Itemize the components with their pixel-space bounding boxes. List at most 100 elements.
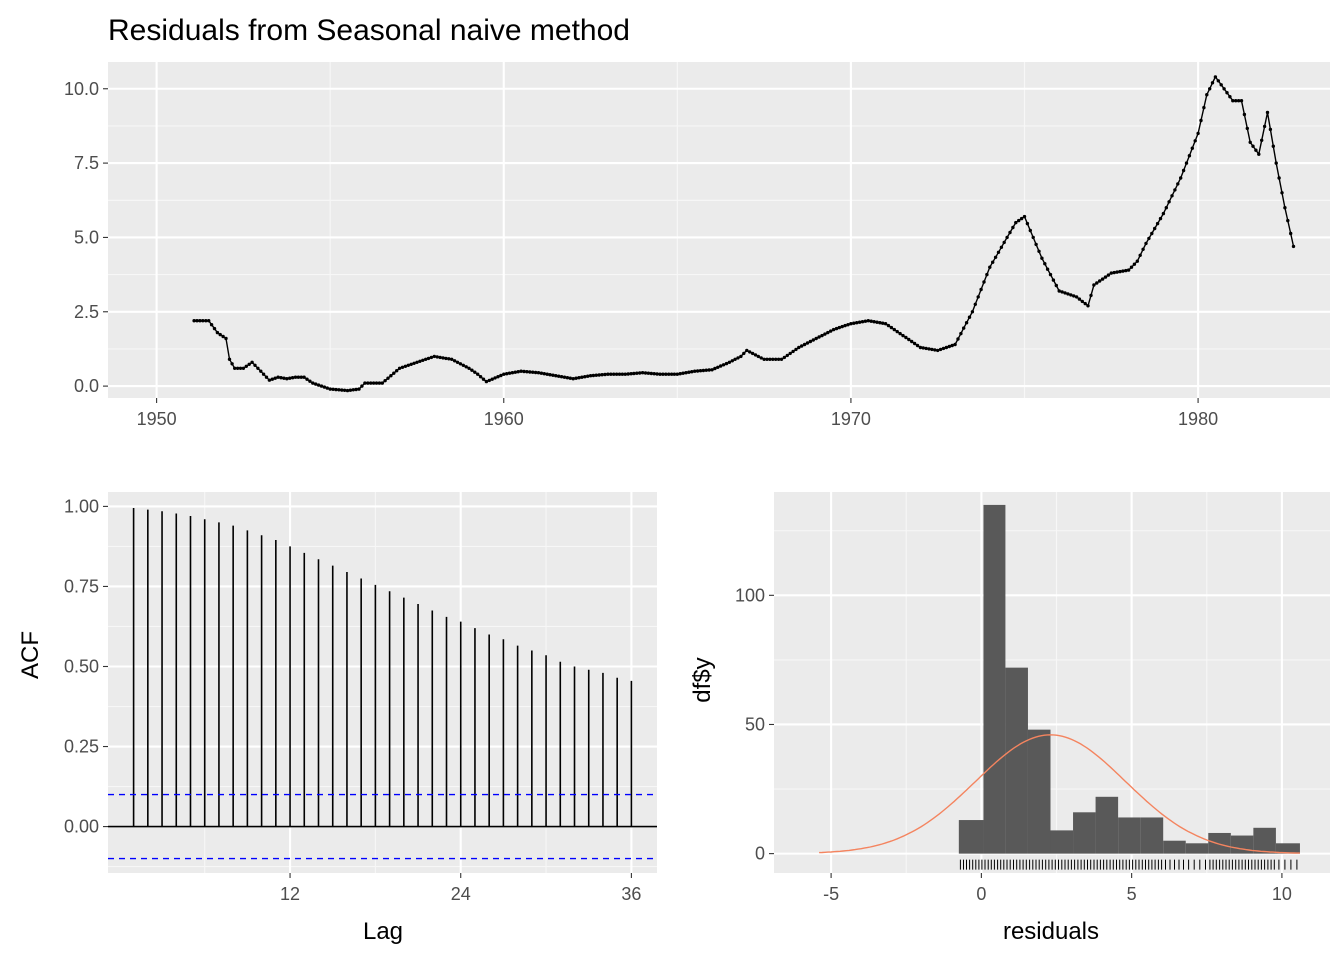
residual-point	[1043, 262, 1047, 266]
residual-point	[1011, 225, 1015, 230]
hist-x-tick-label: 10	[1272, 884, 1292, 904]
residual-point	[1141, 247, 1145, 251]
residual-point	[1254, 148, 1258, 152]
hist-x-tick-label: 5	[1127, 884, 1137, 904]
residual-point	[435, 355, 439, 359]
residual-point	[438, 355, 442, 360]
residual-point	[253, 363, 257, 367]
residual-point	[794, 347, 798, 352]
residual-point	[452, 359, 457, 363]
residual-point	[241, 366, 246, 370]
residual-point	[710, 368, 714, 372]
residual-point	[502, 372, 506, 376]
residual-point	[626, 372, 630, 376]
residual-point	[643, 371, 648, 375]
residual-point	[658, 372, 662, 376]
residual-point	[667, 372, 671, 376]
residual-point	[1248, 140, 1252, 144]
residual-point	[707, 368, 711, 372]
residual-point	[1092, 283, 1096, 287]
residual-point	[406, 363, 410, 367]
residual-point	[1193, 139, 1197, 143]
residual-point	[557, 374, 561, 378]
residual-point	[1251, 144, 1255, 148]
residual-point	[721, 363, 726, 367]
residual-point	[415, 360, 419, 364]
residual-point	[938, 347, 943, 352]
residual-point	[1048, 272, 1053, 277]
residual-point	[612, 372, 616, 376]
residual-point	[701, 368, 706, 373]
residual-point	[635, 371, 639, 375]
residual-point	[296, 375, 301, 379]
residual-point	[1242, 112, 1247, 117]
residual-point	[412, 361, 416, 365]
residual-point	[678, 372, 682, 376]
residual-point	[973, 302, 977, 306]
residual-point	[1280, 191, 1284, 195]
residual-point	[910, 339, 914, 344]
residual-point	[261, 372, 266, 376]
residual-point	[1286, 218, 1290, 223]
residual-point	[762, 357, 766, 361]
residual-point	[1109, 271, 1114, 275]
residual-point	[1216, 79, 1221, 83]
residual-point	[478, 375, 483, 379]
residual-point	[860, 320, 865, 324]
acf-y-tick-label: 0.50	[64, 656, 99, 676]
residual-point	[1121, 269, 1125, 273]
residual-point	[930, 347, 934, 352]
residual-point	[250, 360, 254, 364]
acf-y-tick-label: 0.25	[64, 737, 99, 757]
residual-point	[1153, 226, 1157, 231]
residual-point	[1063, 291, 1067, 295]
residual-point	[857, 320, 862, 324]
residual-point	[357, 387, 361, 391]
residual-point	[1225, 91, 1229, 95]
residuals-y-tick-label: 0.0	[74, 376, 99, 396]
residual-point	[1234, 99, 1238, 103]
residual-point	[545, 372, 549, 376]
residual-point	[1210, 81, 1215, 85]
residual-point	[273, 376, 277, 380]
residual-point	[765, 357, 769, 361]
residual-point	[276, 375, 280, 379]
residual-point	[924, 346, 928, 351]
residual-point	[1005, 235, 1009, 240]
residual-point	[1008, 230, 1012, 235]
residual-point	[1025, 221, 1030, 226]
residual-point	[539, 371, 544, 375]
residual-point	[574, 376, 578, 380]
residual-point	[389, 374, 393, 378]
residual-point	[432, 354, 436, 359]
residual-point	[1135, 259, 1140, 263]
residual-point	[1098, 279, 1102, 283]
residual-point	[455, 360, 460, 364]
hist-panel-background	[774, 492, 1330, 873]
residual-point	[337, 388, 341, 392]
residual-point	[739, 354, 743, 359]
residual-point	[473, 370, 477, 374]
residual-point	[1057, 289, 1061, 293]
residual-point	[1167, 200, 1171, 204]
residual-point	[898, 331, 902, 336]
residual-point	[1077, 297, 1082, 301]
residual-point	[664, 372, 668, 376]
residual-point	[883, 322, 888, 326]
residual-point	[669, 372, 674, 376]
residual-point	[345, 388, 350, 393]
residuals-y-tick-label: 5.0	[74, 227, 99, 247]
residual-point	[299, 375, 303, 379]
residual-point	[1014, 220, 1018, 225]
residual-point	[314, 382, 318, 386]
residual-point	[831, 327, 836, 332]
residual-point	[227, 357, 232, 361]
residual-point	[499, 373, 503, 378]
residual-point	[1051, 278, 1056, 282]
residuals-x-tick-label: 1980	[1178, 409, 1218, 429]
residual-point	[215, 330, 220, 335]
residual-point	[982, 280, 986, 284]
residual-point	[863, 319, 868, 323]
residual-point	[426, 356, 431, 361]
residual-point	[256, 366, 260, 370]
